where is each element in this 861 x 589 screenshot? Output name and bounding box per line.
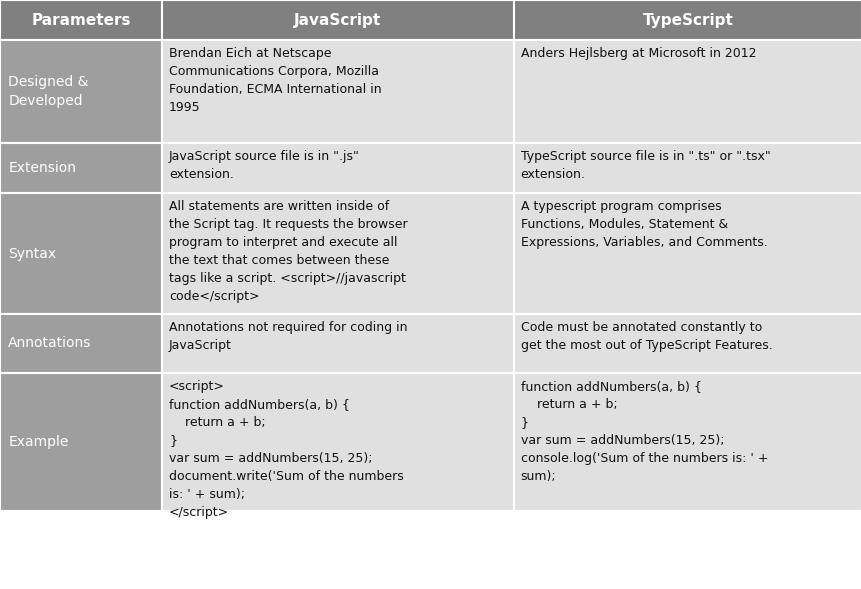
Bar — [513, 143, 861, 193]
Text: TypeScript: TypeScript — [641, 12, 733, 28]
Text: function addNumbers(a, b) {
    return a + b;
}
var sum = addNumbers(15, 25);
co: function addNumbers(a, b) { return a + b… — [520, 380, 767, 483]
Bar — [0, 0, 162, 40]
Bar — [0, 143, 162, 193]
Bar — [162, 0, 513, 40]
Text: <script>
function addNumbers(a, b) {
    return a + b;
}
var sum = addNumbers(15: <script> function addNumbers(a, b) { ret… — [169, 380, 403, 519]
Text: TypeScript source file is in ".ts" or ".tsx"
extension.: TypeScript source file is in ".ts" or ".… — [520, 150, 770, 181]
Text: Brendan Eich at Netscape
Communications Corpora, Mozilla
Foundation, ECMA Intern: Brendan Eich at Netscape Communications … — [169, 47, 381, 114]
Bar — [513, 193, 861, 314]
Bar — [162, 40, 513, 143]
Text: Code must be annotated constantly to
get the most out of TypeScript Features.: Code must be annotated constantly to get… — [520, 321, 771, 352]
Text: JavaScript source file is in ".js"
extension.: JavaScript source file is in ".js" exten… — [169, 150, 359, 181]
Bar — [0, 40, 162, 143]
Bar — [162, 373, 513, 511]
Text: All statements are written inside of
the Script tag. It requests the browser
pro: All statements are written inside of the… — [169, 200, 407, 303]
Bar — [513, 0, 861, 40]
Text: Syntax: Syntax — [9, 247, 56, 260]
Bar — [513, 40, 861, 143]
Bar — [162, 143, 513, 193]
Bar — [0, 193, 162, 314]
Text: A typescript program comprises
Functions, Modules, Statement &
Expressions, Vari: A typescript program comprises Functions… — [520, 200, 766, 249]
Bar — [513, 373, 861, 511]
Text: Annotations not required for coding in
JavaScript: Annotations not required for coding in J… — [169, 321, 407, 352]
Text: Extension: Extension — [9, 161, 76, 175]
Text: JavaScript: JavaScript — [294, 12, 381, 28]
Bar — [162, 193, 513, 314]
Text: Parameters: Parameters — [31, 12, 131, 28]
Bar — [0, 373, 162, 511]
Text: Example: Example — [9, 435, 69, 449]
Text: Anders Hejlsberg at Microsoft in 2012: Anders Hejlsberg at Microsoft in 2012 — [520, 47, 755, 60]
Bar — [162, 314, 513, 373]
Text: Designed &
Developed: Designed & Developed — [9, 75, 89, 108]
Bar — [0, 314, 162, 373]
Bar — [513, 314, 861, 373]
Text: Annotations: Annotations — [9, 336, 91, 350]
